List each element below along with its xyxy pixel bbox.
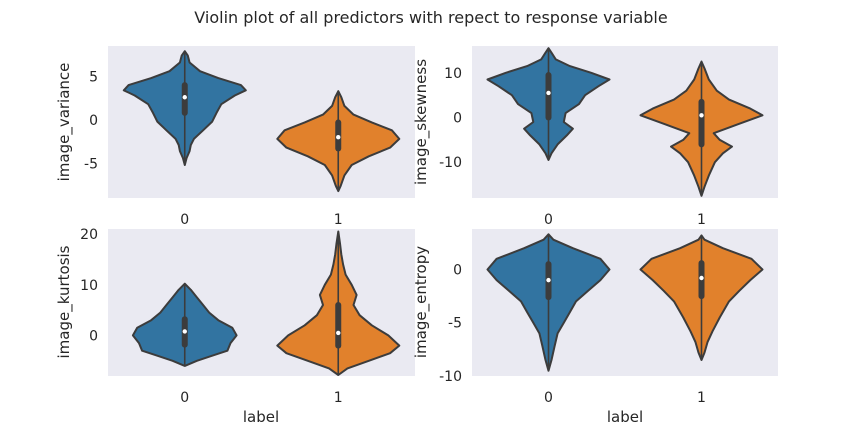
median-dot-variance-0	[182, 95, 187, 100]
violins-entropy	[486, 233, 764, 372]
ytick-entropy--10: -10	[439, 369, 462, 385]
violins-kurtosis	[131, 230, 401, 376]
median-dot-skewness-1	[699, 113, 704, 118]
ylabel-entropy: image_entropy	[412, 246, 431, 358]
ytick-skewness-10: 10	[444, 66, 462, 82]
xtick-entropy-1: 1	[697, 390, 706, 406]
violins-variance	[122, 50, 401, 193]
xtick-skewness-0: 0	[544, 212, 553, 228]
ylabel-skewness: image_skewness	[412, 59, 431, 185]
xtick-variance-0: 0	[180, 212, 189, 228]
median-dot-entropy-1	[699, 275, 704, 281]
yticks-entropy: -10 -5 0	[439, 262, 462, 385]
ytick-kurtosis-10: 10	[80, 278, 98, 294]
figure-title: Violin plot of all predictors with repec…	[194, 8, 667, 27]
ytick-skewness--10: -10	[439, 155, 462, 171]
ytick-kurtosis-0: 0	[89, 328, 98, 344]
ytick-kurtosis-20: 20	[80, 227, 98, 243]
xtick-kurtosis-1: 1	[334, 390, 343, 406]
yticks-variance: -5 0 5	[84, 69, 98, 172]
median-dot-kurtosis-1	[336, 330, 341, 336]
ytick-entropy--5: -5	[448, 316, 462, 332]
xtick-kurtosis-0: 0	[180, 390, 189, 406]
ytick-variance-5: 5	[89, 69, 98, 85]
yticks-kurtosis: 0 10 20	[80, 227, 98, 344]
xtick-skewness-1: 1	[697, 212, 706, 228]
ylabel-variance: image_variance	[55, 63, 74, 182]
median-dot-skewness-0	[546, 90, 551, 96]
xlabel-entropy: label	[607, 408, 643, 426]
yticks-skewness: -10 0 10	[439, 66, 462, 171]
ytick-variance-0: 0	[89, 113, 98, 129]
xtick-entropy-0: 0	[544, 390, 553, 406]
median-dot-variance-1	[336, 135, 341, 140]
median-dot-entropy-0	[546, 277, 551, 283]
ytick-variance--5: -5	[84, 156, 98, 172]
ylabel-kurtosis: image_kurtosis	[55, 245, 74, 358]
xlabel-kurtosis: label	[243, 408, 279, 426]
median-dot-kurtosis-0	[182, 329, 187, 334]
ytick-entropy-0: 0	[453, 262, 462, 278]
ytick-skewness-0: 0	[453, 111, 462, 127]
violins-skewness	[486, 47, 764, 197]
xtick-variance-1: 1	[334, 212, 343, 228]
